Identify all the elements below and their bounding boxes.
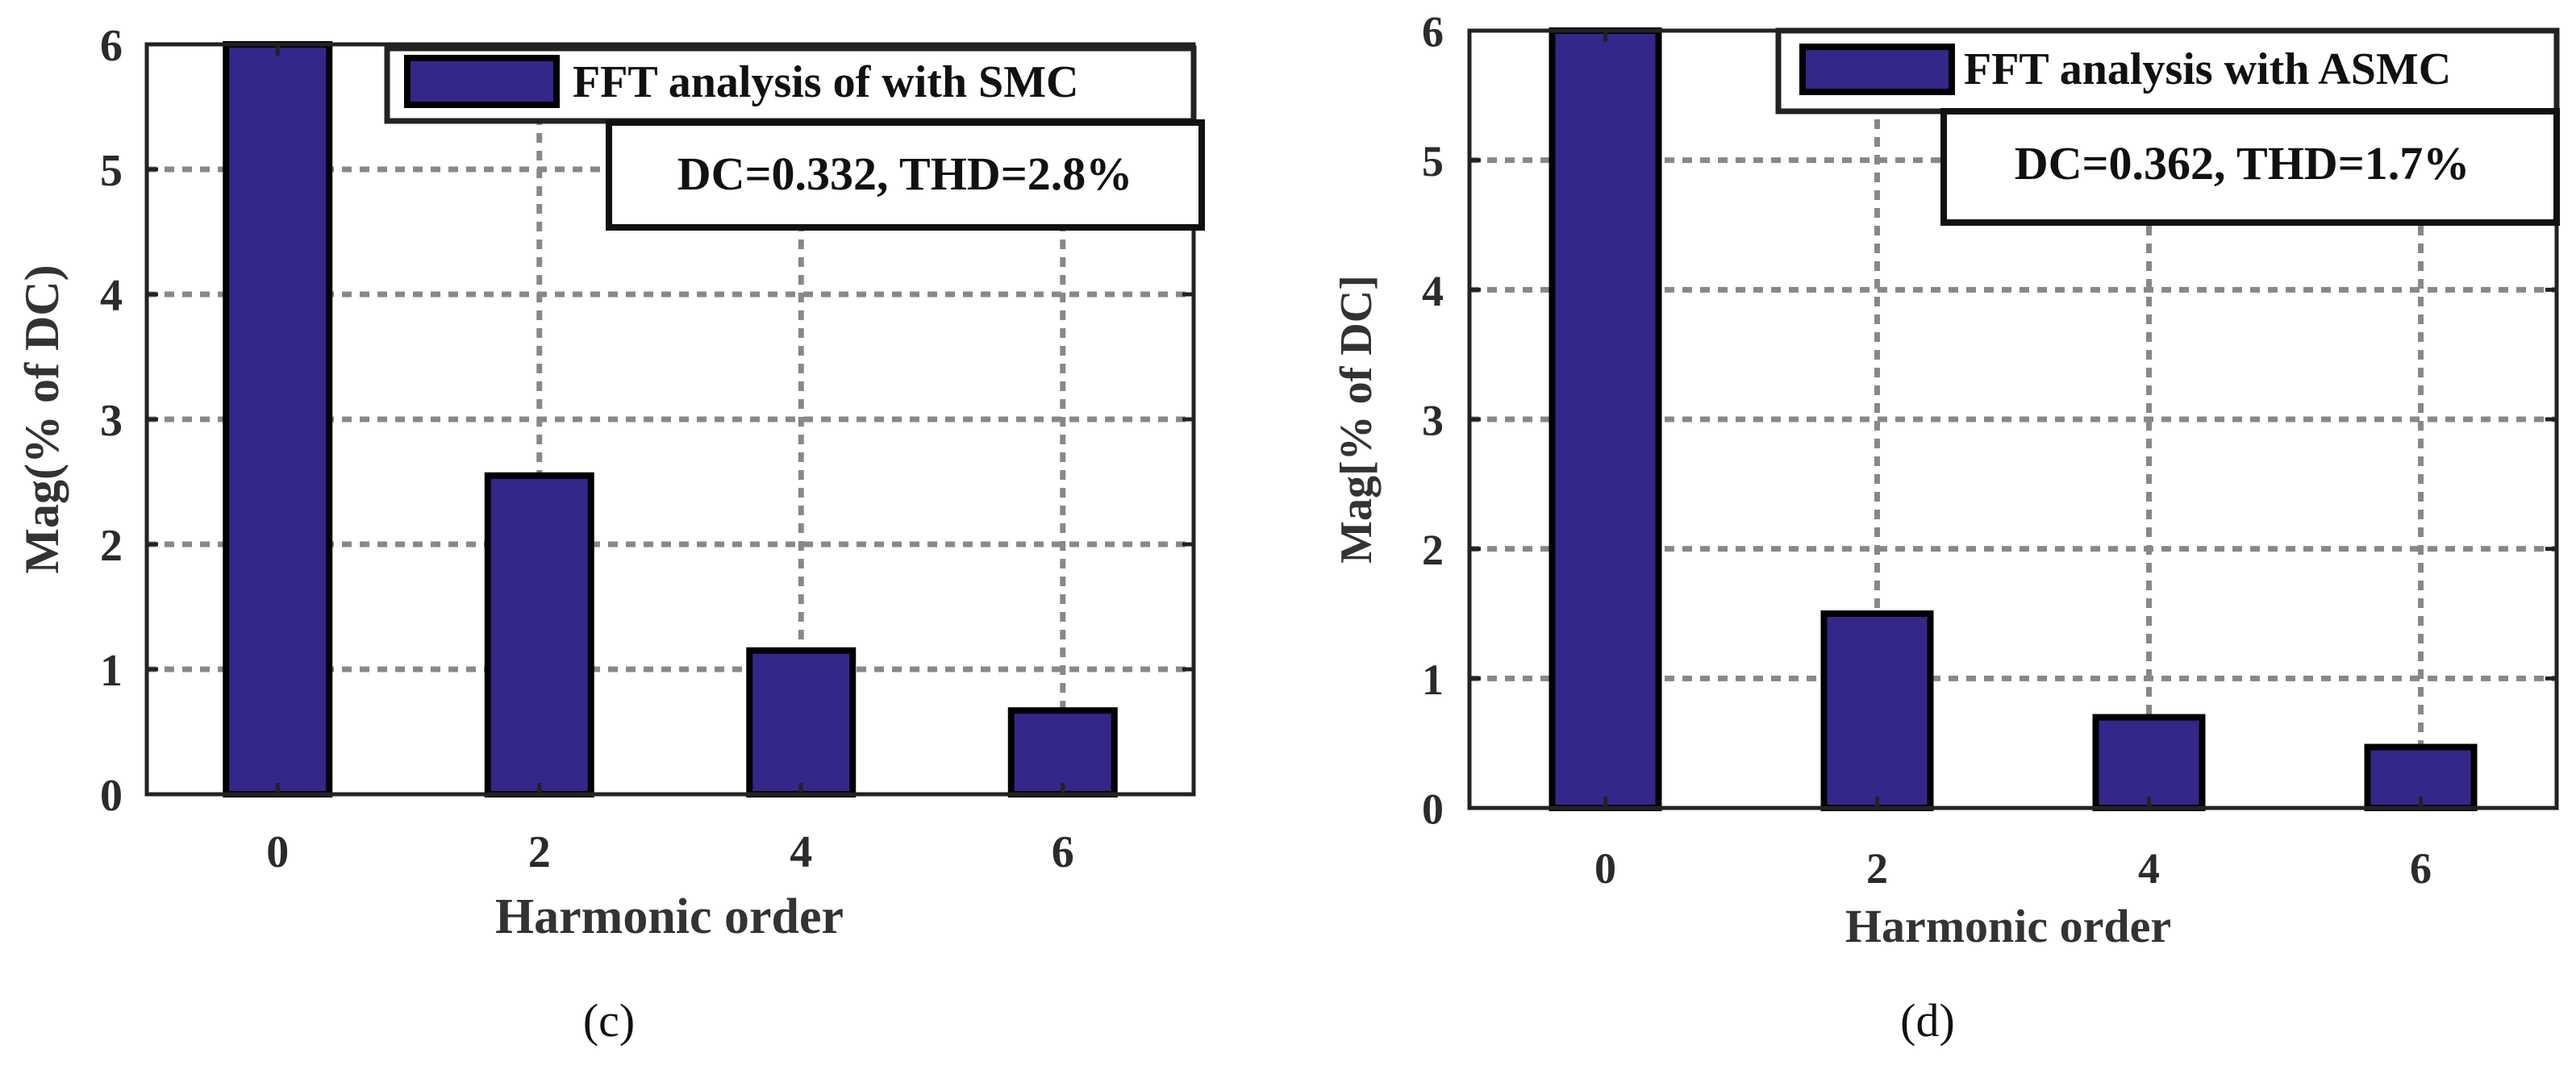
- x-axis-label: Harmonic order: [495, 889, 844, 944]
- y-tick-label: 3: [1422, 396, 1444, 444]
- y-tick-label: 6: [1422, 7, 1444, 56]
- x-tick-label: 6: [2410, 844, 2432, 893]
- y-tick-label: 4: [100, 271, 123, 321]
- x-tick-label: 0: [1594, 844, 1616, 893]
- x-tick-label: 4: [790, 827, 812, 877]
- y-tick-label: 2: [1422, 526, 1444, 574]
- y-tick-label: 6: [100, 21, 123, 71]
- x-axis-label: Harmonic order: [1845, 900, 2171, 952]
- x-tick-label: 6: [1052, 827, 1074, 877]
- bar-harmonic-4: [2092, 714, 2206, 811]
- y-tick-label: 5: [100, 146, 123, 196]
- panel-caption: (d): [1900, 994, 1955, 1047]
- y-tick-label: 5: [1422, 137, 1444, 185]
- annotation-box: [606, 119, 1205, 231]
- bar-harmonic-2: [484, 472, 594, 797]
- x-tick-label: 2: [1866, 844, 1888, 893]
- y-tick-label: 0: [100, 771, 123, 821]
- legend-label: FFT analysis of with SMC: [573, 57, 1078, 107]
- y-tick-label: 3: [100, 396, 123, 446]
- annotation-text: DC=0.332, THD=2.8%: [677, 148, 1133, 200]
- panel-caption: (c): [583, 994, 635, 1047]
- y-tick-label: 1: [1422, 656, 1444, 704]
- annotation-text: DC=0.362, THD=1.7%: [2015, 137, 2470, 189]
- legend-swatch: [404, 55, 560, 108]
- bar-harmonic-2: [1820, 610, 1934, 811]
- chart-panel-d: 0 1 2 3 4 5 6 0 2 4 6 Mag[% of DC] Harmonic order FFT…: [1332, 7, 2560, 1047]
- chart-panel-c: 0 1 2 3 4 5 6 0 2 4 6 Mag(% of DC) Harmonic order FFT…: [15, 21, 1205, 1047]
- x-tick-label: 4: [2138, 844, 2160, 893]
- x-tick-label: 0: [266, 827, 289, 877]
- y-axis-label: Mag(% of DC): [15, 264, 69, 573]
- legend-swatch: [1799, 44, 1955, 95]
- legend-label: FFT analysis with ASMC: [1964, 44, 2451, 94]
- x-tick-label: 2: [528, 827, 551, 877]
- bar-harmonic-4: [746, 647, 857, 797]
- y-tick-label: 2: [100, 521, 123, 571]
- y-tick-label: 4: [1422, 267, 1444, 315]
- y-axis-label: Mag[% of DC]: [1332, 275, 1382, 564]
- y-tick-label: 1: [100, 646, 123, 696]
- bar-harmonic-6: [1007, 707, 1118, 798]
- bar-harmonic-0: [1549, 27, 1662, 811]
- bar-harmonic-0: [223, 41, 333, 797]
- annotation-box: [1940, 108, 2560, 226]
- y-tick-label: 0: [1422, 785, 1444, 833]
